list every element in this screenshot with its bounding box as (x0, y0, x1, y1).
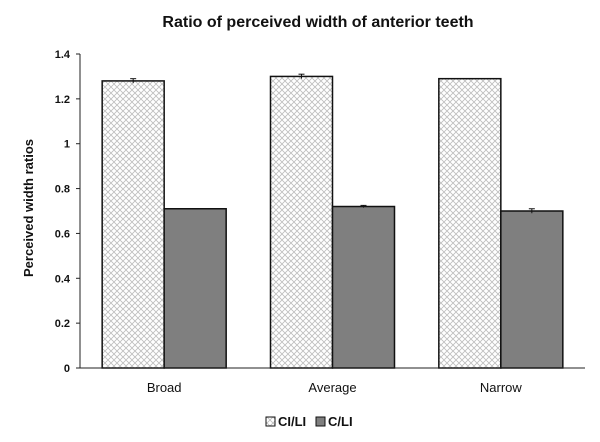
y-tick-label: 0.2 (55, 318, 70, 330)
error-bars (130, 73, 535, 214)
y-tick-label: 1 (64, 139, 70, 151)
bar-c-li-broad (163, 208, 227, 369)
legend: CI/LI C/LI (265, 414, 353, 429)
y-tick-label: 1.2 (55, 94, 70, 106)
x-axis-categories: Broad Average Narrow (147, 380, 523, 395)
legend-label: C/LI (328, 414, 353, 429)
y-tick-label: 0.4 (55, 273, 71, 285)
y-tick-label: 0.6 (55, 228, 70, 240)
bar-c-li-narrow (500, 210, 564, 369)
bar-ci-li-broad (101, 80, 165, 369)
legend-swatch (265, 416, 276, 427)
bar-c-li-average (331, 205, 396, 369)
y-tick-label: 1.4 (55, 49, 71, 61)
bar-ci-li-narrow (438, 77, 502, 369)
bar-series (101, 75, 564, 369)
legend-label: CI/LI (278, 414, 306, 429)
y-axis-title: Perceived width ratios (21, 139, 36, 277)
x-category-label: Broad (147, 380, 182, 395)
y-tick-label: 0.8 (55, 184, 70, 196)
bar-ci-li-average (269, 75, 334, 369)
y-axis-ticks: 0 0.2 0.4 0.6 0.8 1 1.2 1.4 (55, 49, 80, 375)
x-category-label: Narrow (480, 380, 523, 395)
y-tick-label: 0 (64, 363, 70, 375)
legend-swatch (315, 416, 326, 427)
x-category-label: Average (308, 380, 356, 395)
chart-title: Ratio of perceived width of anterior tee… (162, 14, 473, 31)
